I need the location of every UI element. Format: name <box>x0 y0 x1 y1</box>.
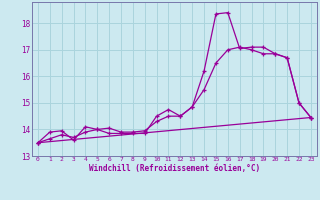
X-axis label: Windchill (Refroidissement éolien,°C): Windchill (Refroidissement éolien,°C) <box>89 164 260 173</box>
